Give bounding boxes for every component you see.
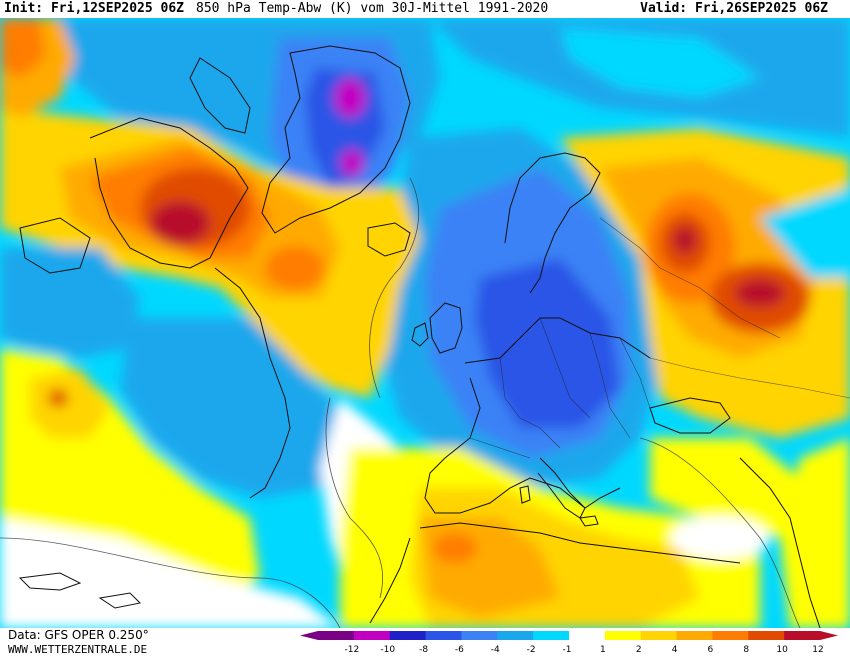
valid-time: Valid: Fri,26SEP2025 06Z	[640, 1, 828, 16]
legend-tick-label: -10	[380, 645, 395, 655]
map-footer: Data: GFS OPER 0.250° WWW.WETTERZENTRALE…	[0, 628, 850, 656]
legend-tick-label: -8	[419, 645, 428, 655]
legend-tick-label: -1	[563, 645, 572, 655]
website-label: WWW.WETTERZENTRALE.DE	[8, 643, 148, 656]
legend-tick-label: 4	[672, 645, 678, 655]
legend-swatch	[461, 631, 498, 640]
legend-tick-label: 2	[636, 645, 642, 655]
coastlines	[18, 45, 821, 628]
legend-tick-label: -4	[491, 645, 500, 655]
map-title: 850 hPa Temp-Abw (K) vom 30J-Mittel 1991…	[196, 1, 549, 16]
legend-swatch	[318, 631, 355, 640]
legend-tick-label: -2	[527, 645, 536, 655]
temperature-anomaly-map	[0, 18, 850, 628]
legend-tick-label: 10	[776, 645, 788, 655]
legend-swatch	[748, 631, 785, 640]
legend-tick-label: -6	[455, 645, 464, 655]
legend-swatch	[533, 631, 570, 640]
data-source-label: Data: GFS OPER 0.250°	[8, 628, 149, 642]
legend-tick-label: 6	[708, 645, 714, 655]
zero-contours	[0, 177, 801, 628]
country-borders	[469, 217, 850, 459]
init-time: Init: Fri,12SEP2025 06Z	[4, 1, 185, 16]
legend-tick-label: 12	[812, 645, 823, 655]
legend-arrow-right	[820, 631, 838, 640]
color-legend: -12 -10 -8 -6 -4 -2 -1 1 2 4 6 8 10 12	[300, 631, 838, 655]
legend-tick-label: 1	[600, 645, 606, 655]
legend-swatch	[569, 631, 606, 640]
legend-swatch	[712, 631, 749, 640]
legend-tick-label: 8	[743, 645, 749, 655]
anomaly-field	[0, 18, 850, 628]
legend-swatch	[640, 631, 678, 640]
legend-swatch	[389, 631, 427, 640]
legend-swatch	[676, 631, 713, 640]
legend-tick-label: -12	[345, 645, 360, 655]
legend-swatch	[497, 631, 534, 640]
legend-swatch	[353, 631, 391, 640]
legend-swatch	[425, 631, 462, 640]
legend-swatch	[784, 631, 821, 640]
legend-swatch	[604, 631, 642, 640]
map-header: Init: Fri,12SEP2025 06Z 850 hPa Temp-Abw…	[0, 0, 850, 18]
legend-arrow-left	[300, 631, 318, 640]
